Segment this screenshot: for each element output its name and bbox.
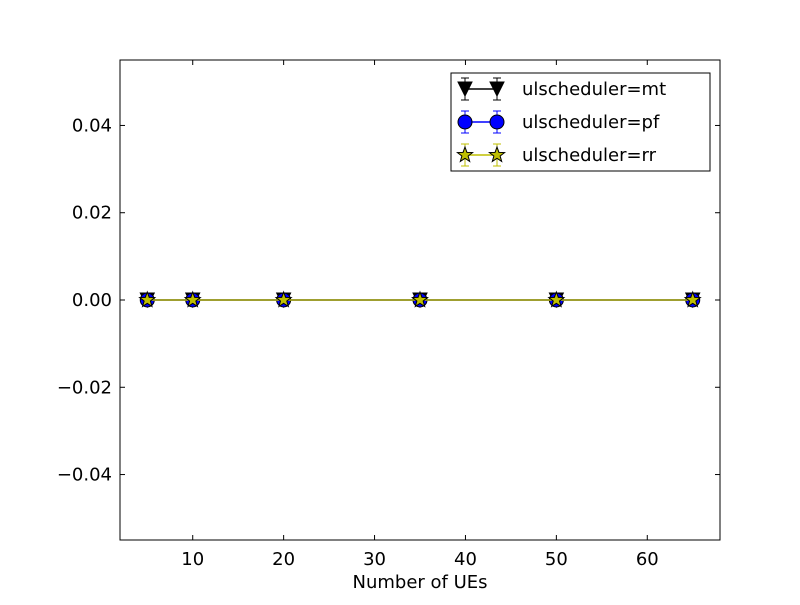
data-point bbox=[410, 290, 430, 308]
legend-marker bbox=[489, 114, 505, 130]
x-axis: 10 20 30 40 50 60 bbox=[181, 60, 659, 570]
x-tick-label: 50 bbox=[545, 549, 568, 570]
legend-marker bbox=[457, 81, 473, 98]
y-tick-label: 0.00 bbox=[72, 290, 112, 311]
legend-item: ulscheduler=rr bbox=[455, 143, 657, 167]
series-3 bbox=[138, 290, 702, 308]
series-layer bbox=[138, 290, 702, 309]
x-tick-label: 30 bbox=[363, 549, 386, 570]
x-tick-label: 40 bbox=[454, 549, 477, 570]
data-point bbox=[683, 290, 702, 308]
y-tick-label: 0.04 bbox=[72, 115, 112, 136]
legend: ulscheduler=mt ulscheduler=pf ulscheduler=… bbox=[450, 72, 711, 172]
x-tick-label: 20 bbox=[272, 549, 295, 570]
y-axis: 0.04 0.02 0.00 −0.02 −0.04 bbox=[57, 115, 720, 486]
legend-marker bbox=[489, 81, 505, 98]
x-tick-label: 10 bbox=[181, 549, 204, 570]
data-point bbox=[274, 290, 293, 308]
legend-label: ulscheduler=pf bbox=[522, 112, 660, 133]
legend-label: ulscheduler=mt bbox=[522, 79, 666, 100]
y-tick-label: −0.04 bbox=[57, 465, 112, 486]
legend-label: ulscheduler=rr bbox=[522, 145, 657, 166]
legend-item: ulscheduler=mt bbox=[457, 77, 666, 101]
x-tick-label: 60 bbox=[636, 549, 659, 570]
legend-marker bbox=[457, 114, 473, 130]
legend-item: ulscheduler=pf bbox=[457, 110, 660, 134]
data-point bbox=[547, 290, 566, 308]
y-tick-label: −0.02 bbox=[57, 377, 112, 398]
legend-marker bbox=[455, 145, 475, 163]
data-point bbox=[183, 290, 202, 308]
y-tick-label: 0.02 bbox=[72, 203, 112, 224]
legend-marker bbox=[487, 145, 507, 163]
x-axis-label: Number of UEs bbox=[352, 572, 487, 593]
data-point bbox=[138, 290, 157, 308]
